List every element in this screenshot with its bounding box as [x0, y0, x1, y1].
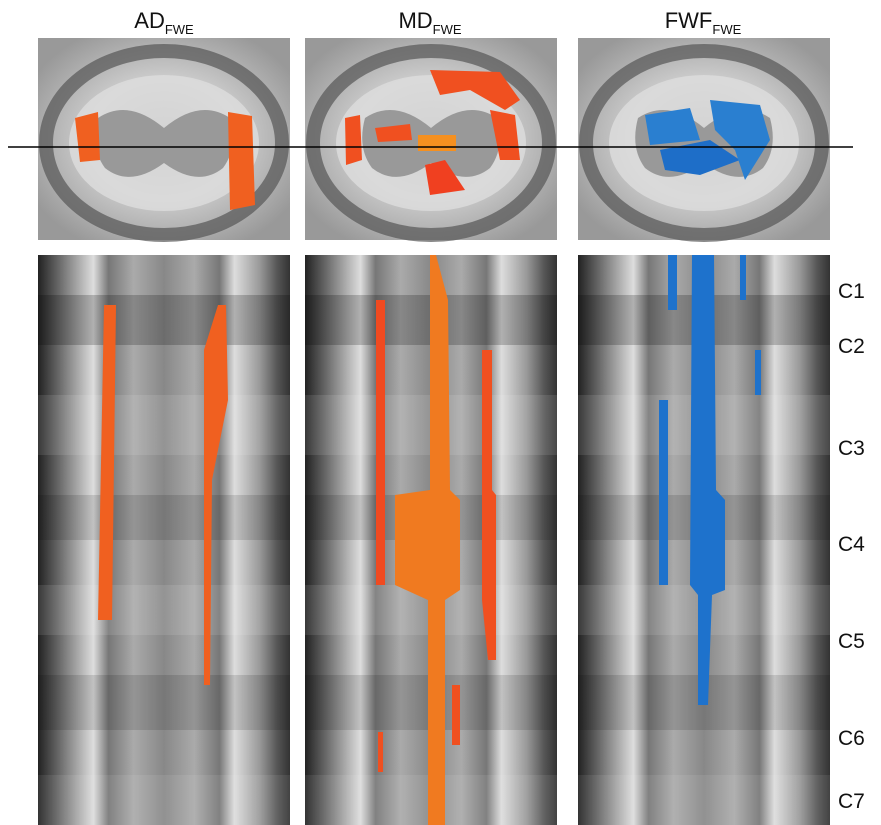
level-labels: C1 C2 C3 C4 C5 C6 C7	[838, 280, 865, 813]
figure: ADFWE MDFWE FWFFWE	[0, 0, 881, 825]
level-label: C1	[838, 280, 865, 303]
panel-titles: ADFWE MDFWE FWFFWE	[134, 8, 741, 37]
level-label: C3	[838, 437, 865, 460]
panel-title: MDFWE	[398, 8, 461, 37]
level-label: C7	[838, 790, 865, 813]
level-label: C5	[838, 630, 865, 653]
axial-slices	[38, 38, 830, 240]
sagittal-slices	[38, 255, 830, 825]
level-label: C6	[838, 727, 865, 750]
level-label: C4	[838, 533, 865, 556]
level-label: C2	[838, 335, 865, 358]
panel-title: ADFWE	[134, 8, 194, 37]
panel-title: FWFFWE	[665, 8, 742, 37]
